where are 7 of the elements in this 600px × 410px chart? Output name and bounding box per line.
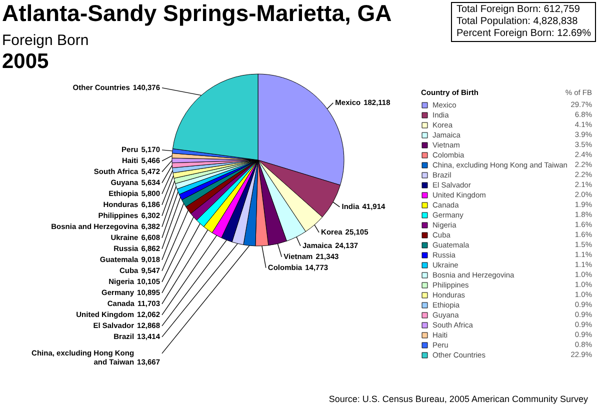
text: Total Foreign Born: 612,759 xyxy=(456,4,580,15)
text: Total Population: 4,828,838 xyxy=(456,16,578,27)
chart-title: Atlanta-Sandy Springs-Marietta, GA xyxy=(2,0,392,27)
text: Percent Foreign Born: 12.69% xyxy=(456,28,591,39)
source-note: Source: U.S. Census Bureau, 2005 American Community Survey xyxy=(328,394,588,404)
chart-subtitle: Foreign Born xyxy=(2,32,89,49)
text: 2005 xyxy=(2,50,49,74)
